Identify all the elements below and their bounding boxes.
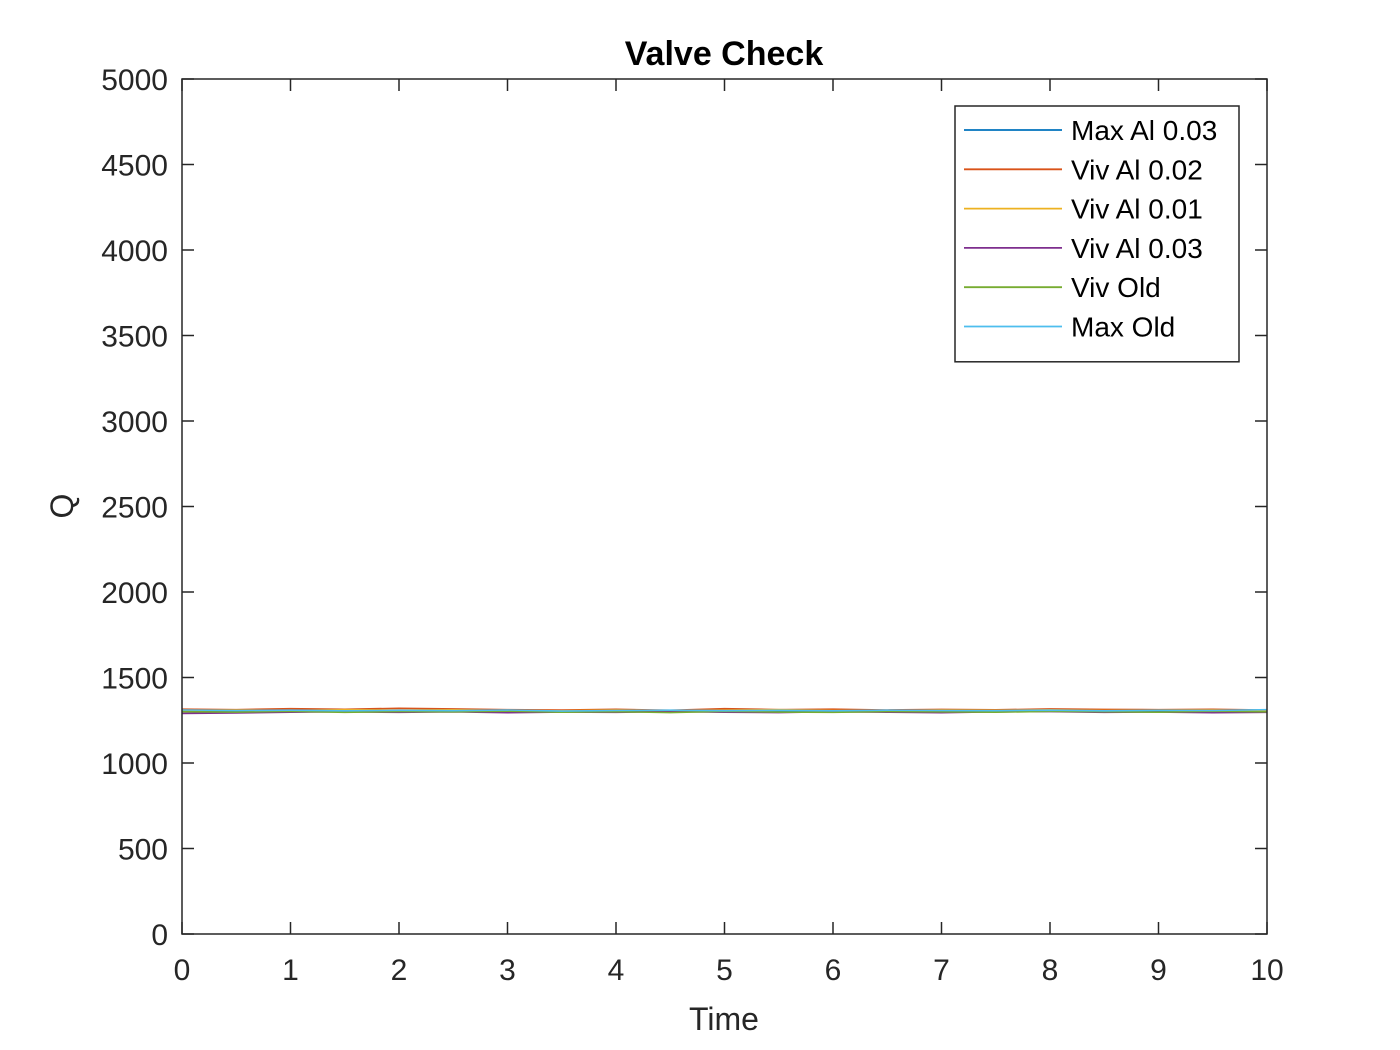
x-tick-label: 8 bbox=[1042, 954, 1059, 987]
chart-title: Valve Check bbox=[625, 35, 824, 73]
x-tick-label: 5 bbox=[716, 954, 733, 987]
x-tick-label: 6 bbox=[825, 954, 842, 987]
series-line-6 bbox=[181, 708, 1268, 712]
legend-label-6: Max Old bbox=[1071, 312, 1175, 343]
y-tick-label: 3500 bbox=[101, 321, 168, 354]
legend-label-2: Viv Al 0.02 bbox=[1071, 154, 1203, 185]
x-tick-label: 2 bbox=[391, 954, 408, 987]
y-tick-label: 4500 bbox=[101, 150, 168, 183]
y-tick-label: 500 bbox=[118, 834, 168, 867]
ticks-layer: 0 1 2 3 4 5 6 7 8 9 10 0 500 1000 1500 2000 2500 3000 3500… bbox=[101, 64, 1283, 987]
legend-label-1: Max Al 0.03 bbox=[1071, 115, 1217, 146]
x-tick-label: 3 bbox=[499, 954, 516, 987]
x-tick-label: 0 bbox=[174, 954, 191, 987]
legend: Max Al 0.03 Viv Al 0.02 Viv Al 0.01 Viv Al … bbox=[954, 105, 1240, 363]
y-tick-label: 5000 bbox=[101, 64, 168, 97]
x-tick-label: 10 bbox=[1250, 954, 1283, 987]
y-tick-label: 0 bbox=[151, 919, 168, 952]
y-tick-label: 4000 bbox=[101, 235, 168, 268]
y-axis-label: Q bbox=[44, 494, 80, 519]
legend-label-5: Viv Old bbox=[1071, 272, 1161, 303]
x-tick-label: 1 bbox=[282, 954, 299, 987]
x-tick-label: 7 bbox=[933, 954, 950, 987]
x-tick-label: 9 bbox=[1150, 954, 1167, 987]
series-layer bbox=[181, 707, 1268, 715]
y-tick-label: 1000 bbox=[101, 748, 168, 781]
x-axis-label: Time bbox=[689, 1001, 759, 1037]
legend-box bbox=[954, 105, 1240, 363]
y-tick-label: 2500 bbox=[101, 492, 168, 525]
y-tick-label: 2000 bbox=[101, 577, 168, 610]
y-tick-label: 3000 bbox=[101, 406, 168, 439]
y-tick-label: 1500 bbox=[101, 663, 168, 696]
legend-label-4: Viv Al 0.03 bbox=[1071, 233, 1203, 264]
series-line-2 bbox=[181, 707, 1268, 712]
x-tick-label: 4 bbox=[608, 954, 625, 987]
legend-label-3: Viv Al 0.01 bbox=[1071, 194, 1203, 225]
